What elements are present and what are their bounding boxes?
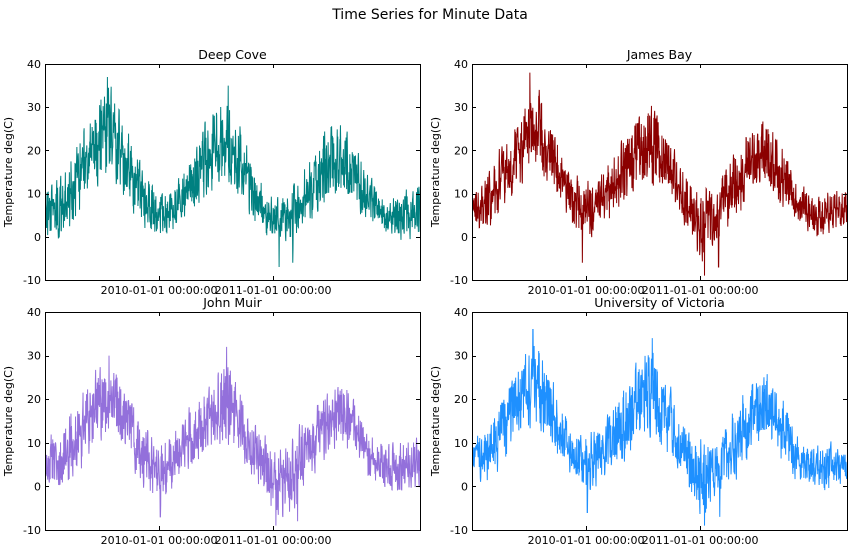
deep-cove-title: Deep Cove [198,47,267,62]
john-muir-axes-frame [45,312,421,531]
panel-john-muir: John Muir Temperature deg(C) -10 0 10 20 30 40 2… [2,295,421,547]
deep-cove-y-tick-label: 10 [27,188,41,201]
deep-cove-y-tick-label: -10 [23,274,41,287]
university-of-victoria-y-tick-label: 0 [461,480,468,493]
james-bay-y-tick-label: 30 [454,101,468,114]
university-of-victoria-y-axis-label: Temperature deg(C) [429,366,442,477]
james-bay-series-line [472,72,847,276]
university-of-victoria-x-tick-label: 2011-01-01 00:00:00 [642,534,759,547]
university-of-victoria-y-tick-label: 30 [454,350,468,363]
james-bay-x-tick-label: 2010-01-01 00:00:00 [528,284,645,297]
john-muir-y-axis-label: Temperature deg(C) [2,366,15,477]
john-muir-y-tick-label: 20 [27,393,41,406]
james-bay-y-axis-label: Temperature deg(C) [429,117,442,228]
university-of-victoria-axes-frame [472,312,848,531]
john-muir-y-tick-label: 10 [27,437,41,450]
university-of-victoria-series-line [472,328,847,526]
panel-james-bay: James Bay Temperature deg(C) -10 0 10 20 30 40 2… [429,47,848,297]
deep-cove-y-tick-label: 40 [27,58,41,71]
john-muir-title: John Muir [202,295,262,310]
university-of-victoria-title: University of Victoria [594,295,725,310]
university-of-victoria-y-tick-label: 40 [454,306,468,319]
james-bay-y-tick-label: 0 [461,231,468,244]
deep-cove-x-tick-label: 2011-01-01 00:00:00 [215,284,332,297]
james-bay-y-tick-label: 10 [454,188,468,201]
john-muir-x-tick-label: 2010-01-01 00:00:00 [101,534,218,547]
john-muir-y-tick-label: 0 [34,480,41,493]
john-muir-y-tick-label: 30 [27,350,41,363]
deep-cove-axes-frame [45,64,421,281]
deep-cove-y-axis-label: Temperature deg(C) [2,117,15,228]
deep-cove-x-tick-label: 2010-01-01 00:00:00 [101,284,218,297]
deep-cove-y-tick-label: 20 [27,144,41,157]
university-of-victoria-y-tick-label: -10 [450,524,468,537]
deep-cove-y-tick-label: 30 [27,101,41,114]
university-of-victoria-x-tick-label: 2010-01-01 00:00:00 [528,534,645,547]
panel-deep-cove: Deep Cove Temperature deg(C) -10 0 10 20 30 40 2… [2,47,421,297]
james-bay-y-tick-label: 40 [454,58,468,71]
deep-cove-y-tick-label: 0 [34,231,41,244]
john-muir-y-tick-label: 40 [27,306,41,319]
james-bay-title: James Bay [626,47,693,62]
john-muir-x-tick-label: 2011-01-01 00:00:00 [215,534,332,547]
james-bay-x-tick-label: 2011-01-01 00:00:00 [642,284,759,297]
james-bay-axes-frame [472,64,848,281]
john-muir-y-tick-label: -10 [23,524,41,537]
deep-cove-series-line [45,76,420,268]
james-bay-y-tick-label: 20 [454,144,468,157]
panel-university-of-victoria: University of Victoria Temperature deg(C)… [429,295,848,547]
john-muir-series-line [45,346,420,526]
james-bay-y-tick-label: -10 [450,274,468,287]
figure-suptitle: Time Series for Minute Data [331,7,528,23]
university-of-victoria-y-tick-label: 10 [454,437,468,450]
university-of-victoria-y-tick-label: 20 [454,393,468,406]
